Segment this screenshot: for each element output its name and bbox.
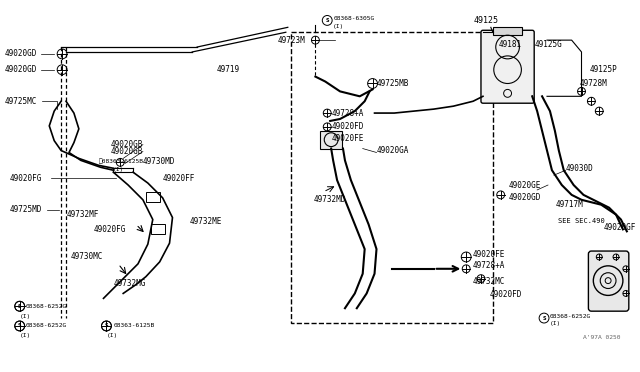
Text: (I): (I)	[106, 333, 118, 338]
Text: 08368-6305G: 08368-6305G	[333, 16, 374, 21]
Bar	[291, 32, 493, 323]
Text: 08368-6252G: 08368-6252G	[26, 324, 67, 328]
Text: S: S	[105, 324, 108, 328]
Text: (I): (I)	[20, 333, 31, 338]
Text: 49730MC: 49730MC	[71, 253, 103, 262]
Text: Ⓝ08363-6125B: Ⓝ08363-6125B	[99, 158, 143, 164]
Text: 08363-6125B: 08363-6125B	[113, 324, 155, 328]
Text: 08368-6252G: 08368-6252G	[550, 314, 591, 318]
Text: (I): (I)	[20, 314, 31, 318]
Text: 49125: 49125	[473, 16, 498, 25]
Text: 49732ME: 49732ME	[189, 217, 221, 226]
Bar	[146, 192, 159, 202]
Text: (I): (I)	[550, 321, 561, 327]
Text: 49020FG: 49020FG	[93, 225, 126, 234]
Text: 49730MD: 49730MD	[143, 157, 175, 166]
Bar	[151, 224, 164, 234]
Text: SEE SEC.490: SEE SEC.490	[558, 218, 605, 224]
Text: 49732MF: 49732MF	[67, 210, 99, 219]
Text: 49125P: 49125P	[589, 65, 617, 74]
Text: 49020GB: 49020GB	[110, 140, 143, 149]
Text: S: S	[542, 315, 546, 321]
Text: 49020FE: 49020FE	[331, 134, 364, 143]
Text: 49020GD: 49020GD	[509, 193, 541, 202]
Text: 49020GF: 49020GF	[603, 223, 636, 232]
Text: 49020GB: 49020GB	[110, 147, 143, 156]
Text: 49728+A: 49728+A	[331, 109, 364, 118]
Text: 49020FD: 49020FD	[331, 122, 364, 131]
Text: 49719: 49719	[217, 65, 240, 74]
Text: 49020FD: 49020FD	[490, 290, 522, 299]
Text: 49723M: 49723M	[278, 36, 305, 45]
Text: 08368-6252G: 08368-6252G	[26, 304, 67, 309]
Text: 49020GD: 49020GD	[5, 49, 37, 58]
Text: A'97A 0250: A'97A 0250	[584, 335, 621, 340]
Text: 49732MC: 49732MC	[473, 277, 506, 286]
Text: (I): (I)	[113, 167, 124, 172]
Text: 49725MC: 49725MC	[5, 97, 37, 106]
Text: S: S	[326, 18, 329, 23]
Text: 49725MB: 49725MB	[376, 79, 409, 88]
Text: 49020FE: 49020FE	[473, 250, 506, 259]
Text: 49020FF: 49020FF	[163, 174, 195, 183]
Text: 49728+A: 49728+A	[473, 262, 506, 270]
Bar	[493, 27, 522, 35]
Text: 49732MD: 49732MD	[314, 195, 346, 204]
Text: 49125G: 49125G	[534, 39, 562, 49]
Text: 49030D: 49030D	[566, 164, 593, 173]
Text: 49020FG: 49020FG	[10, 174, 42, 183]
Text: 49732MG: 49732MG	[113, 279, 146, 288]
Text: 49181: 49181	[499, 39, 522, 49]
Text: 49717M: 49717M	[556, 200, 584, 209]
Bar	[321, 131, 342, 148]
Text: S: S	[18, 324, 22, 328]
Text: 49020GD: 49020GD	[5, 65, 37, 74]
Text: (I): (I)	[333, 24, 344, 29]
Text: 49020GE: 49020GE	[509, 180, 541, 189]
FancyBboxPatch shape	[588, 251, 629, 311]
Text: 49020GA: 49020GA	[376, 146, 409, 155]
FancyBboxPatch shape	[481, 30, 534, 103]
Text: 49728M: 49728M	[580, 79, 607, 88]
Text: 49725MD: 49725MD	[10, 205, 42, 214]
Text: S: S	[18, 304, 22, 309]
